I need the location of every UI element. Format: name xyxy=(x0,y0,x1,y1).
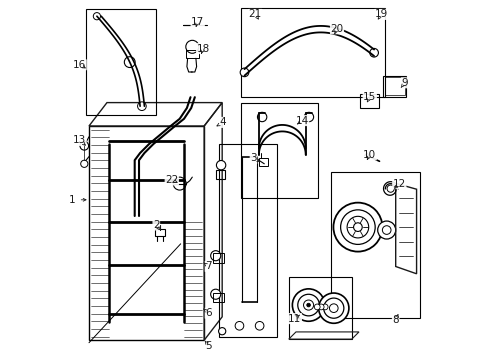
Circle shape xyxy=(306,303,310,307)
Text: 12: 12 xyxy=(392,179,405,189)
Text: 8: 8 xyxy=(391,315,398,325)
Circle shape xyxy=(81,160,88,167)
Bar xyxy=(288,277,351,339)
Bar xyxy=(212,253,223,264)
Bar xyxy=(241,8,384,97)
Circle shape xyxy=(386,185,393,192)
Text: 19: 19 xyxy=(374,9,387,19)
Bar xyxy=(258,158,267,166)
Circle shape xyxy=(185,40,199,53)
Bar xyxy=(212,293,223,302)
Circle shape xyxy=(235,321,244,330)
Circle shape xyxy=(292,289,324,321)
Circle shape xyxy=(369,49,378,57)
Circle shape xyxy=(216,161,225,170)
Circle shape xyxy=(318,304,324,310)
Bar xyxy=(86,9,156,115)
Circle shape xyxy=(318,293,348,323)
Text: 4: 4 xyxy=(219,117,226,127)
Circle shape xyxy=(210,289,220,299)
Bar xyxy=(219,144,276,337)
Text: 18: 18 xyxy=(196,44,209,54)
Bar xyxy=(330,172,419,318)
Text: 11: 11 xyxy=(288,314,301,324)
Text: 16: 16 xyxy=(73,60,86,70)
Circle shape xyxy=(93,13,101,20)
Circle shape xyxy=(137,102,146,111)
Text: 21: 21 xyxy=(248,9,262,19)
Bar xyxy=(359,94,379,108)
Circle shape xyxy=(255,321,264,330)
Bar xyxy=(186,50,199,58)
Circle shape xyxy=(353,223,362,231)
Text: 2: 2 xyxy=(153,220,159,230)
Text: 1: 1 xyxy=(69,195,76,205)
Bar xyxy=(155,229,165,236)
Circle shape xyxy=(257,112,266,122)
Text: 20: 20 xyxy=(330,24,343,34)
Circle shape xyxy=(340,210,374,244)
Text: 15: 15 xyxy=(363,92,376,102)
Circle shape xyxy=(173,177,186,190)
Circle shape xyxy=(218,328,225,335)
Text: 3: 3 xyxy=(250,153,256,163)
Text: 5: 5 xyxy=(205,341,211,351)
Text: 14: 14 xyxy=(295,116,308,126)
Circle shape xyxy=(314,304,320,310)
Bar xyxy=(384,77,404,95)
Bar xyxy=(89,126,204,340)
Circle shape xyxy=(346,216,368,238)
Circle shape xyxy=(80,141,88,150)
Bar xyxy=(382,76,406,97)
Text: 17: 17 xyxy=(191,17,204,27)
Circle shape xyxy=(304,112,313,122)
Circle shape xyxy=(323,298,343,318)
Circle shape xyxy=(240,68,248,77)
Circle shape xyxy=(322,304,327,310)
Circle shape xyxy=(303,300,313,310)
Text: 22: 22 xyxy=(165,175,178,185)
Bar xyxy=(241,103,318,198)
Text: 10: 10 xyxy=(363,150,376,160)
Text: 13: 13 xyxy=(73,135,86,145)
Circle shape xyxy=(382,226,390,234)
Text: 9: 9 xyxy=(401,78,407,88)
Circle shape xyxy=(333,203,382,252)
Circle shape xyxy=(329,304,337,312)
Text: 6: 6 xyxy=(205,308,211,318)
Text: 7: 7 xyxy=(205,261,211,271)
Circle shape xyxy=(210,251,220,261)
Circle shape xyxy=(124,57,135,68)
Circle shape xyxy=(377,221,395,239)
Circle shape xyxy=(297,294,319,316)
Bar xyxy=(216,170,225,179)
